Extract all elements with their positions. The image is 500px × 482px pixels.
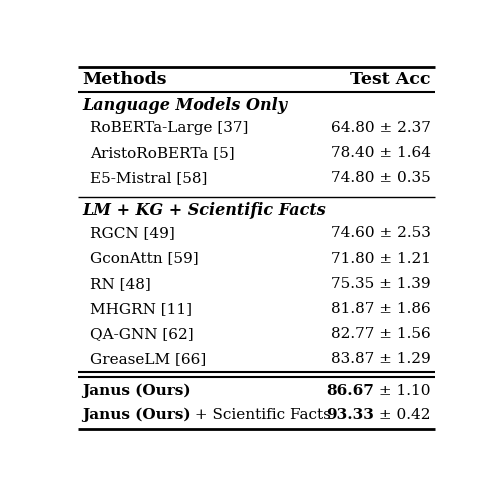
Text: ± 1.10: ± 1.10 — [374, 384, 430, 398]
Text: Test Acc: Test Acc — [350, 71, 430, 88]
Text: RGCN [49]: RGCN [49] — [90, 226, 174, 240]
Text: RN [48]: RN [48] — [90, 277, 150, 291]
Text: E5-Mistral [58]: E5-Mistral [58] — [90, 172, 207, 186]
Text: 71.80 ± 1.21: 71.80 ± 1.21 — [330, 252, 430, 266]
Text: + Scientific Facts: + Scientific Facts — [190, 408, 332, 422]
Text: AristoRoBERTa [5]: AristoRoBERTa [5] — [90, 146, 234, 160]
Text: 74.60 ± 2.53: 74.60 ± 2.53 — [331, 226, 430, 240]
Text: LM + KG + Scientific Facts: LM + KG + Scientific Facts — [82, 202, 326, 219]
Text: 93.33: 93.33 — [326, 408, 374, 422]
Text: 82.77 ± 1.56: 82.77 ± 1.56 — [331, 327, 430, 341]
Text: ± 0.42: ± 0.42 — [374, 408, 430, 422]
Text: 78.40 ± 1.64: 78.40 ± 1.64 — [330, 146, 430, 160]
Text: GreaseLM [66]: GreaseLM [66] — [90, 352, 206, 366]
Text: 74.80 ± 0.35: 74.80 ± 0.35 — [331, 172, 430, 186]
Text: 75.35 ± 1.39: 75.35 ± 1.39 — [331, 277, 430, 291]
Text: Janus (Ours): Janus (Ours) — [82, 408, 190, 422]
Text: 64.80 ± 2.37: 64.80 ± 2.37 — [331, 121, 430, 135]
Text: 83.87 ± 1.29: 83.87 ± 1.29 — [331, 352, 430, 366]
Text: RoBERTa-Large [37]: RoBERTa-Large [37] — [90, 121, 248, 135]
Text: Methods: Methods — [82, 71, 166, 88]
Text: GconAttn [59]: GconAttn [59] — [90, 252, 198, 266]
Text: Janus (Ours): Janus (Ours) — [82, 384, 190, 398]
Text: 86.67: 86.67 — [326, 384, 374, 398]
Text: Language Models Only: Language Models Only — [82, 97, 287, 114]
Text: 81.87 ± 1.86: 81.87 ± 1.86 — [331, 302, 430, 316]
Text: MHGRN [11]: MHGRN [11] — [90, 302, 192, 316]
Text: QA-GNN [62]: QA-GNN [62] — [90, 327, 193, 341]
